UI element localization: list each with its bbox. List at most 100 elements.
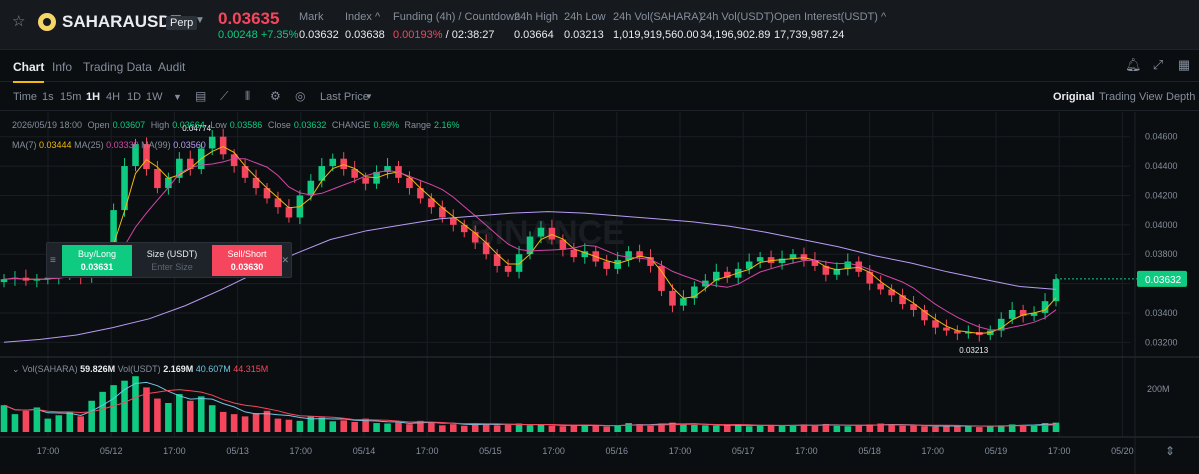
vol-ma2-value: 44.315M [233,364,269,374]
symbol-name[interactable]: SAHARAUSDT [62,12,181,31]
star-icon[interactable]: ☆ [12,13,26,30]
close-icon[interactable]: ✕ [281,255,289,265]
ohlc-close: 0.03632 [293,120,327,130]
interval-1w[interactable]: 1W [146,91,163,103]
volume-bar [997,425,1005,432]
x-tick-label: 17:00 [542,446,565,456]
volume-bar [932,426,939,432]
candle-type-icon[interactable]: ⫴ [245,89,251,103]
last-price: 0.03635 [218,9,280,28]
settings-icon[interactable]: ⚙︎ [270,89,281,103]
vol-usdt-value: 2.169M [163,364,194,374]
vol-label: Vol(SAHARA) [22,364,78,374]
current-price-tag [1137,270,1187,287]
tab-audit[interactable]: Audit [158,60,186,74]
candle-body [756,257,764,262]
y-tick-label: 0.03400 [1145,308,1178,318]
tab-chart[interactable]: Chart [13,60,45,83]
chevron-down-icon[interactable]: ▼ [195,15,205,26]
stat-index[interactable]: Index ^ 0.03638 [345,11,385,41]
grid-icon[interactable]: ▦ [1177,57,1191,72]
volume-bar [482,423,490,432]
view-original[interactable]: Original [1053,91,1095,103]
price-type-select[interactable]: Last Price [320,91,369,103]
candle-body [428,198,435,208]
target-icon[interactable]: ◎ [295,89,306,103]
volume-bar [570,425,578,432]
candle-body [351,169,358,178]
candle-body [954,330,961,334]
volume-legend: ⌄ Vol(SAHARA) 59.826M Vol(USDT) 2.169M 4… [12,364,268,375]
volume-bar [877,423,884,432]
candle-body [208,136,216,149]
candle-body [132,144,139,167]
chevron-down-icon[interactable]: ⌄ [12,364,20,374]
size-input[interactable]: Size (USDT) Enter Size [135,245,209,276]
volume-bar [406,424,413,432]
stat-value: 0.03632 [299,29,339,41]
interval-15m[interactable]: 15m [60,91,82,103]
indicator-icon[interactable]: ⟋ [220,89,229,103]
chevron-down-icon[interactable]: ▼ [365,92,373,101]
y-tick-label: 0.04400 [1145,161,1178,171]
calendar-icon[interactable]: ▤ [195,89,207,103]
x-tick-label: 17:00 [416,446,439,456]
interval-4h[interactable]: 4H [106,91,121,103]
volume-bar [1008,424,1016,432]
bell-icon[interactable]: 🔔︎ [1125,57,1142,72]
candle-body [0,279,8,283]
volume-bar [855,425,863,432]
candle-body [767,257,775,263]
interval-1d[interactable]: 1D [127,91,142,103]
tab-trading-data[interactable]: Trading Data [83,60,152,74]
candle-body [417,188,424,199]
candle-body [110,210,117,258]
volume-bar [121,380,128,432]
candle-body [965,332,972,334]
interval-1h[interactable]: 1H [86,91,101,103]
interval-time[interactable]: Time [13,91,38,103]
x-tick-label: 17:00 [795,446,818,456]
ma99-line [3,211,1057,343]
candle-body [1052,279,1060,302]
volume-bar [187,400,194,432]
volume-bar [811,425,819,432]
volume-bar [252,413,260,432]
tab-info[interactable]: Info [52,60,73,74]
volume-bar [680,424,687,432]
expand-icon[interactable]: ⤢ [1152,57,1164,72]
ticker-header: ☆ SAHARAUSDT Perp ▼ 0.03635 0.00248 +7.3… [0,0,1199,50]
candle-body [723,271,731,278]
candle-body [669,290,676,306]
chevron-down-icon[interactable]: ▼ [173,92,182,102]
volume-bar [340,420,347,432]
vol-usdt-label: Vol(USDT) [117,364,161,374]
ma99-value: 0.03560 [173,140,206,150]
candle-body [187,158,194,169]
size-label: Size (USDT) [146,249,198,259]
volume-bar [230,414,238,432]
stat-label: Funding (4h) / Countdown [393,11,521,23]
view-depth[interactable]: Depth [1166,91,1196,103]
candle-body [614,260,621,269]
stat-24h-low: 24h Low 0.03213 [564,11,606,41]
stat-open-interest[interactable]: Open Interest(USDT) ^ 17,739,987.24 [774,11,886,41]
price-chart[interactable]: BINANCE 0.04600 0.04400 0.04200 0.04000 0.038… [0,112,1199,474]
volume-bar [548,425,556,432]
candle-body [778,258,786,263]
view-trading-view[interactable]: Trading View [1099,91,1163,103]
volume-bar [329,421,337,432]
volume-bar [154,398,161,432]
ohlc-close-label: Close [267,120,291,130]
volume-bar [1041,423,1049,432]
high-marker-label: 0.04774 [182,124,211,133]
drag-handle-icon[interactable]: ≡ [50,255,56,266]
sell-short-button[interactable]: Sell/Short 0.03630 [212,245,282,276]
buy-label: Buy/Long [77,249,117,259]
buy-long-button[interactable]: Buy/Long 0.03631 [62,245,132,276]
interval-1s[interactable]: 1s [42,91,54,103]
candle-body [833,268,841,275]
volume-bar [976,427,983,432]
volume-bar [241,416,249,432]
volume-bar [603,426,610,432]
